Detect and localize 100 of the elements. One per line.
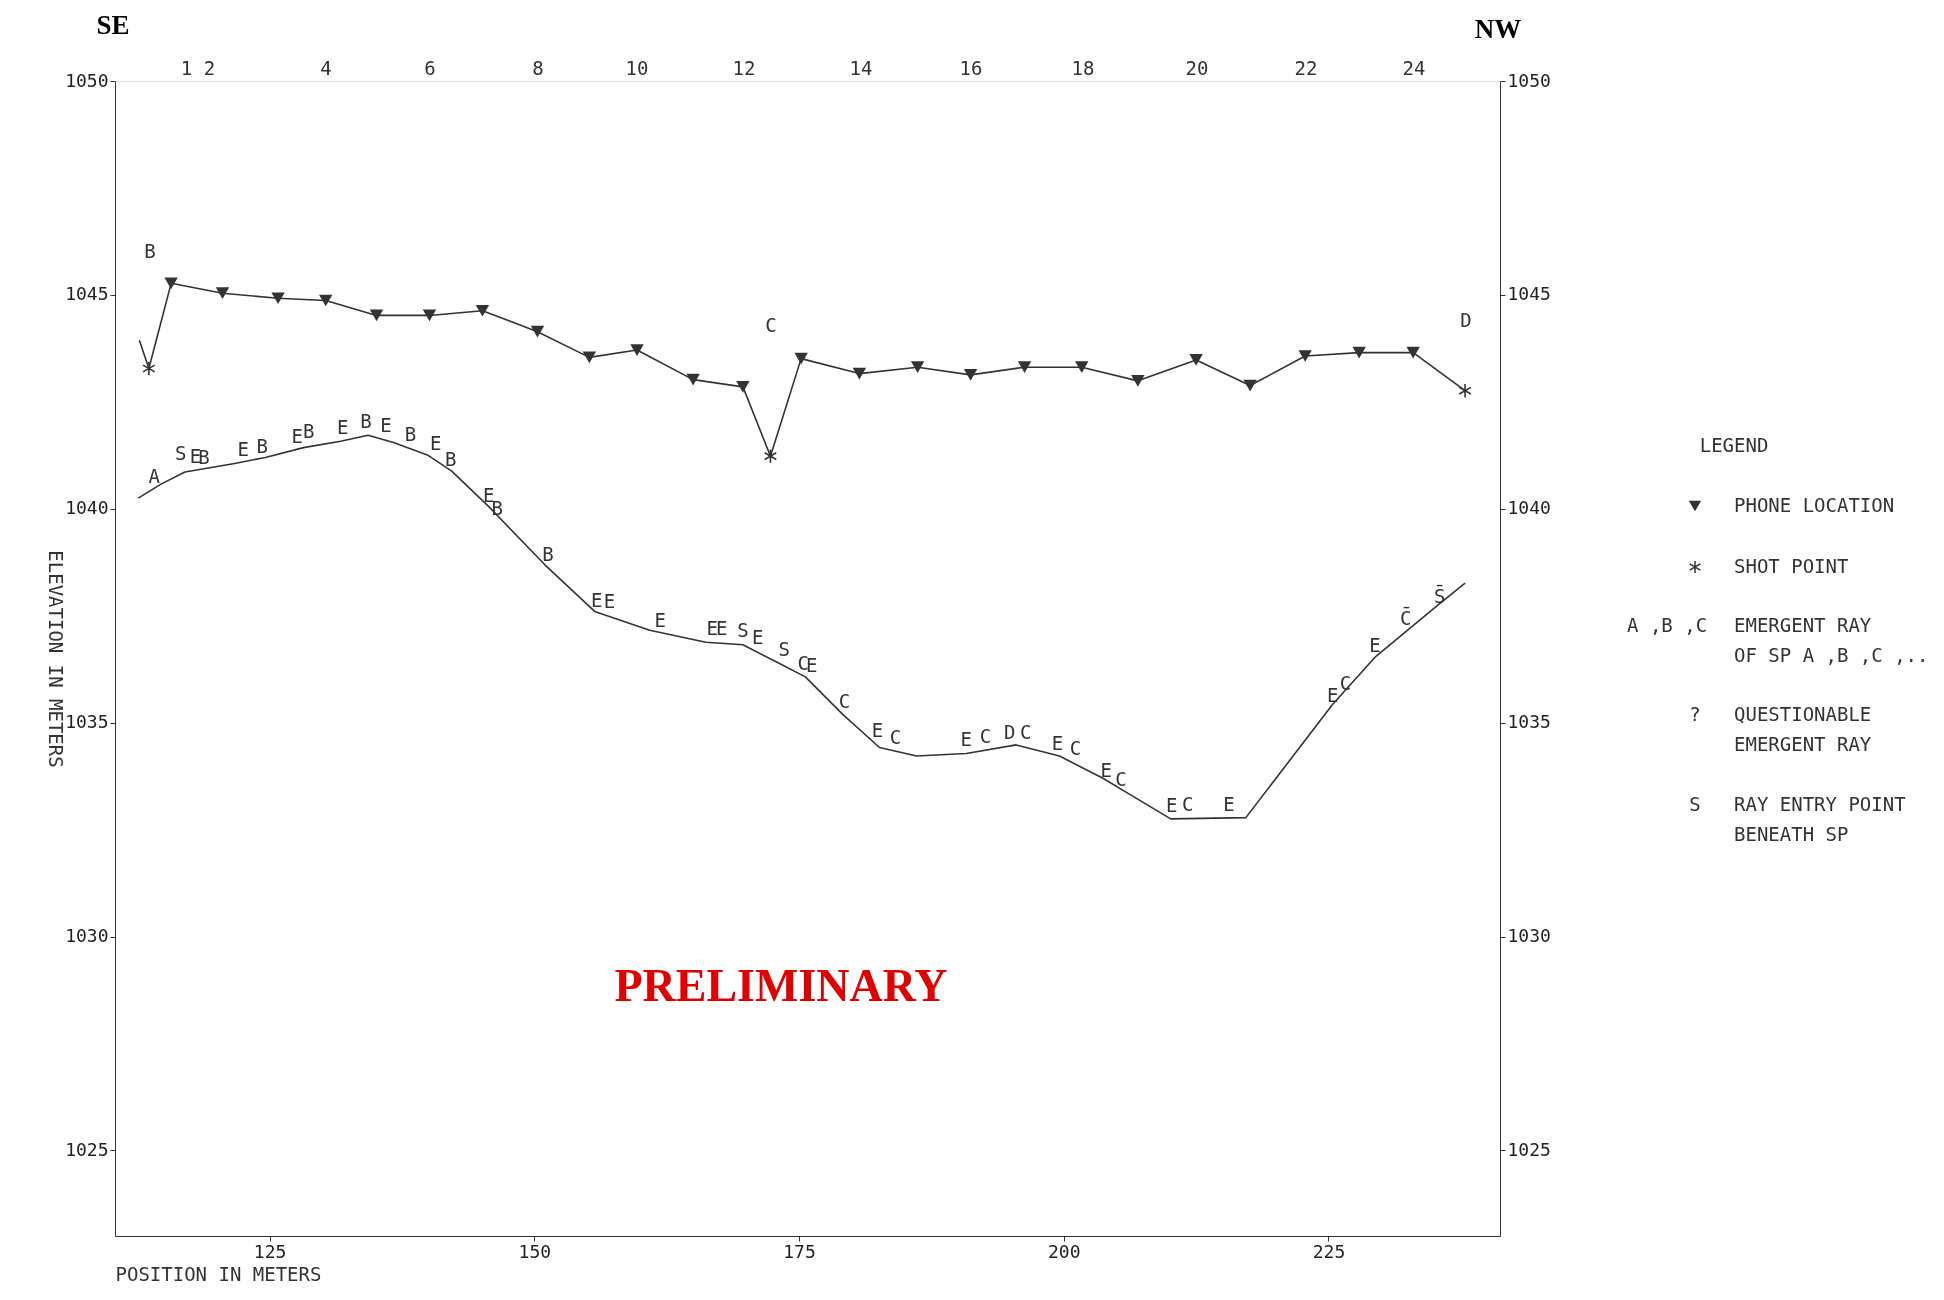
annotation: E bbox=[291, 424, 303, 447]
annotation: B bbox=[256, 434, 268, 457]
annotation: C bbox=[1339, 671, 1352, 694]
point bbox=[630, 344, 644, 356]
annotation: C bbox=[889, 726, 902, 749]
annotation: C bbox=[979, 724, 992, 747]
y2-tick-label: 1035 bbox=[1507, 711, 1551, 733]
text: NW bbox=[1474, 14, 1522, 44]
point bbox=[852, 367, 867, 380]
y-tick-label: 1030 bbox=[65, 925, 109, 947]
text: 14 bbox=[849, 57, 873, 79]
annotation: B bbox=[360, 410, 372, 433]
annotation: E bbox=[380, 413, 392, 436]
y-tick-label: 1050 bbox=[65, 69, 109, 91]
point bbox=[530, 325, 545, 338]
x-tick-label: 150 bbox=[518, 1240, 552, 1262]
annotation: C bbox=[1019, 721, 1032, 744]
text: 20 bbox=[1185, 57, 1209, 79]
annotation: B bbox=[144, 240, 156, 262]
y-tick-label: 1040 bbox=[65, 497, 109, 519]
annotation: E bbox=[1100, 759, 1112, 782]
text: SE bbox=[96, 10, 130, 40]
annotation: C bbox=[1069, 737, 1082, 760]
point bbox=[1458, 383, 1472, 399]
text: S bbox=[1689, 793, 1701, 815]
point bbox=[1243, 379, 1257, 392]
point bbox=[1406, 346, 1420, 359]
annotation: B bbox=[542, 543, 554, 566]
point bbox=[736, 381, 750, 393]
point bbox=[1131, 375, 1145, 387]
text: 12 bbox=[732, 57, 756, 79]
annotation: E bbox=[706, 617, 718, 640]
text: 22 bbox=[1294, 57, 1318, 79]
annotation: C̄ bbox=[1400, 605, 1412, 629]
annotation: C bbox=[838, 690, 851, 713]
annotation: C bbox=[1115, 767, 1127, 790]
annotation: B bbox=[404, 422, 417, 445]
point bbox=[369, 309, 384, 322]
annotation: PRELIMINARY bbox=[614, 960, 948, 1011]
legend-title: LEGEND bbox=[1699, 434, 1769, 456]
point bbox=[582, 351, 597, 364]
point bbox=[1352, 346, 1366, 359]
text: ? bbox=[1689, 703, 1701, 725]
y-tick-label: 1025 bbox=[65, 1138, 109, 1160]
point bbox=[686, 373, 700, 386]
annotation: C bbox=[797, 651, 809, 674]
annotation: D bbox=[1004, 721, 1016, 744]
y-tick-label: 1045 bbox=[65, 283, 109, 305]
annotation: E bbox=[1051, 732, 1064, 755]
point bbox=[1017, 361, 1032, 373]
annotation: E bbox=[871, 718, 884, 741]
point bbox=[422, 309, 437, 322]
annotation: E bbox=[716, 617, 728, 640]
point bbox=[963, 369, 978, 381]
x-tick-label: 200 bbox=[1047, 1240, 1081, 1262]
annotation: E bbox=[603, 590, 616, 613]
annotation: E bbox=[591, 589, 603, 612]
y-axis-title: ELEVATION IN METERS bbox=[45, 550, 68, 768]
annotation: E bbox=[1166, 793, 1178, 816]
annotation: E bbox=[752, 626, 764, 649]
text: RAY ENTRY POINT BENEATH SP bbox=[1734, 793, 1906, 845]
point bbox=[142, 360, 156, 376]
annotation: S bbox=[174, 442, 187, 465]
point bbox=[794, 352, 808, 365]
point bbox=[910, 361, 925, 373]
point bbox=[215, 287, 230, 299]
x-tick-label: 175 bbox=[783, 1240, 816, 1262]
point bbox=[271, 292, 285, 305]
y2-tick-label: 1040 bbox=[1507, 497, 1551, 519]
annotation: E bbox=[1326, 683, 1339, 706]
text: 10 bbox=[625, 57, 649, 79]
annotation: C bbox=[765, 314, 777, 336]
annotation: E bbox=[336, 416, 349, 439]
point bbox=[763, 448, 778, 464]
point bbox=[319, 294, 333, 307]
point bbox=[1075, 361, 1089, 373]
text: 24 bbox=[1402, 57, 1426, 79]
point bbox=[475, 304, 490, 317]
y2-tick-label: 1050 bbox=[1507, 69, 1551, 91]
point bbox=[1298, 350, 1312, 362]
text: 4 bbox=[320, 57, 332, 79]
text: EMERGENT RAY OF SP A ,B ,C ,.. bbox=[1734, 614, 1929, 666]
point bbox=[164, 277, 178, 290]
text: 6 bbox=[424, 57, 436, 79]
y2-tick-label: 1030 bbox=[1507, 925, 1551, 947]
annotation: A bbox=[148, 464, 161, 487]
text: 18 bbox=[1071, 57, 1095, 79]
annotation: E bbox=[960, 728, 973, 751]
annotation: S bbox=[737, 618, 749, 641]
annotation: B bbox=[303, 420, 315, 443]
text: A ,B ,C bbox=[1627, 614, 1708, 636]
text: QUESTIONABLE EMERGENT RAY bbox=[1734, 703, 1872, 755]
annotation: E bbox=[430, 432, 442, 455]
annotation: D bbox=[1460, 309, 1472, 331]
legend-label: PHONE LOCATION bbox=[1734, 494, 1895, 516]
text: 1 2 bbox=[180, 57, 216, 79]
y2-tick-label: 1025 bbox=[1507, 1138, 1551, 1160]
annotation: E bbox=[1369, 633, 1381, 656]
x-tick-label: 125 bbox=[253, 1240, 287, 1262]
point bbox=[1189, 354, 1203, 366]
